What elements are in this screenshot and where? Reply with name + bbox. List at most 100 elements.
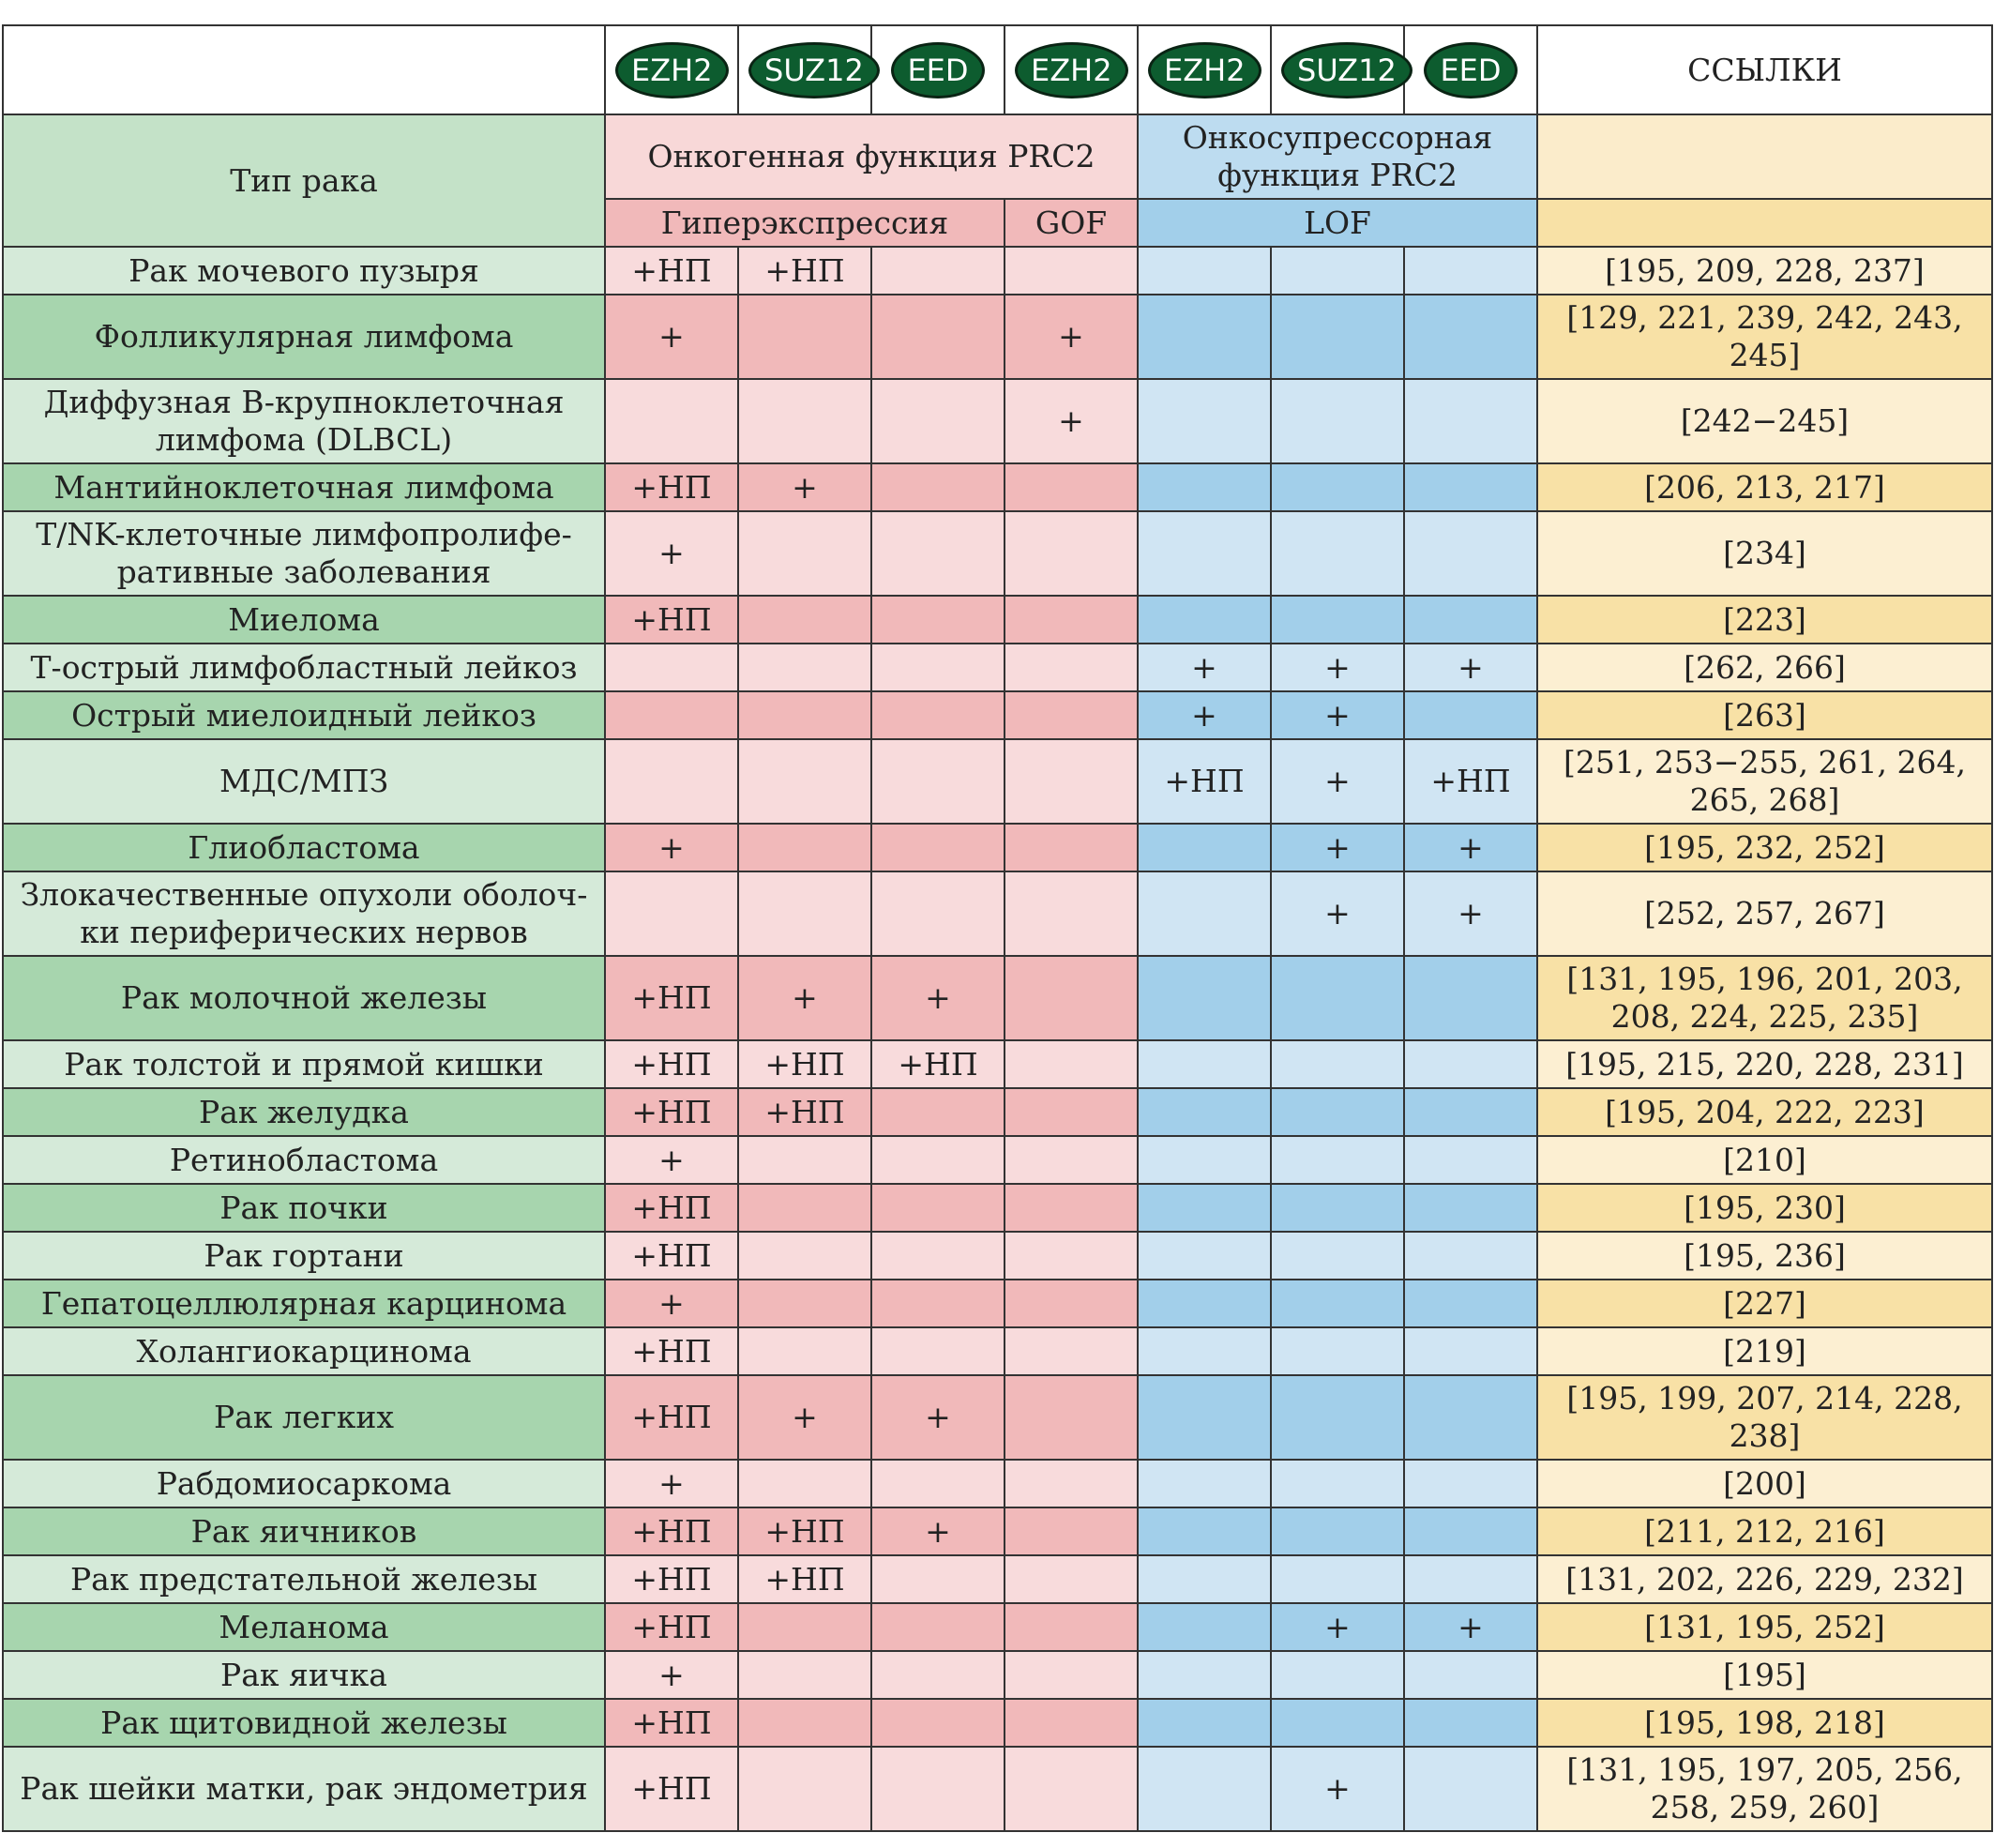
mark-cell bbox=[870, 1459, 1005, 1508]
table-row: Рак желудка +НП +НП [195, 204, 222, 223] bbox=[2, 1087, 1993, 1137]
mark-cell: + bbox=[1270, 738, 1405, 825]
references-cell: [195, 215, 220, 228, 231] bbox=[1536, 1039, 1993, 1089]
mark-cell bbox=[1004, 1279, 1139, 1328]
mark-cell: +НП bbox=[737, 1039, 872, 1089]
protein-header-cell: EZH2 bbox=[1137, 24, 1272, 115]
mark-cell bbox=[737, 294, 872, 380]
mark-cell bbox=[1004, 1374, 1139, 1461]
table-row: Рак молочной железы +НП + + [131, 195, 196, … bbox=[2, 955, 1993, 1041]
mark-cell bbox=[737, 1698, 872, 1748]
mark-cell: + bbox=[1270, 1746, 1405, 1832]
table-row: Фолликулярная лимфома + + [129, 221, 239, 2… bbox=[2, 294, 1993, 380]
references-cell: [195] bbox=[1536, 1650, 1993, 1700]
mark-cell bbox=[1004, 1326, 1139, 1376]
mark-cell bbox=[1004, 1459, 1139, 1508]
mark-cell bbox=[737, 643, 872, 692]
mark-cell bbox=[1137, 510, 1272, 597]
table-row: Миелома +НП [223] bbox=[2, 595, 1993, 644]
mark-cell bbox=[737, 823, 872, 872]
references-cell: [195, 198, 218] bbox=[1536, 1698, 1993, 1748]
mark-cell bbox=[870, 1326, 1005, 1376]
cancer-type-cell: Меланома bbox=[2, 1602, 606, 1652]
mark-cell bbox=[1403, 1231, 1538, 1280]
mark-cell bbox=[1137, 378, 1272, 464]
mark-cell bbox=[870, 1183, 1005, 1233]
mark-cell: + bbox=[1004, 294, 1139, 380]
mark-cell: + bbox=[1270, 871, 1405, 957]
table-row: Рак яичников +НП +НП + [211, 212, 216] bbox=[2, 1507, 1993, 1556]
table-row: Мантийноклеточная лимфома +НП + [206, 213, … bbox=[2, 462, 1993, 512]
mark-cell: + bbox=[870, 1507, 1005, 1556]
mark-cell bbox=[870, 1554, 1005, 1604]
cancer-type-cell: Фолликулярная лимфома bbox=[2, 294, 606, 380]
mark-cell bbox=[1137, 1326, 1272, 1376]
protein-header-cell: EZH2 bbox=[604, 24, 739, 115]
mark-cell bbox=[870, 378, 1005, 464]
references-cell: [206, 213, 217] bbox=[1536, 462, 1993, 512]
table-row: Рак легких +НП + + [195, 199, 207, 214, 228,… bbox=[2, 1374, 1993, 1461]
mark-cell: +НП bbox=[604, 1326, 739, 1376]
mark-cell bbox=[1403, 955, 1538, 1041]
references-header: ССЫЛКИ bbox=[1536, 24, 1993, 115]
mark-cell bbox=[870, 823, 1005, 872]
mark-cell: +НП bbox=[1137, 738, 1272, 825]
protein-header-cell: EED bbox=[1403, 24, 1538, 115]
cancer-type-cell: Рак желудка bbox=[2, 1087, 606, 1137]
table-row: Рак толстой и прямой кишки +НП +НП +НП [195,… bbox=[2, 1039, 1993, 1089]
cancer-type-cell: Рак почки bbox=[2, 1183, 606, 1233]
mark-cell: +НП bbox=[737, 246, 872, 295]
references-cell: [262, 266] bbox=[1536, 643, 1993, 692]
mark-cell bbox=[1004, 823, 1139, 872]
mark-cell bbox=[1403, 1326, 1538, 1376]
mark-cell bbox=[1137, 595, 1272, 644]
mark-cell bbox=[1004, 690, 1139, 740]
cancer-type-cell: Рак щитовидной железы bbox=[2, 1698, 606, 1748]
mark-cell bbox=[1137, 871, 1272, 957]
mark-cell: + bbox=[1137, 690, 1272, 740]
references-subheader-fill bbox=[1536, 198, 1993, 248]
mark-cell bbox=[1137, 1554, 1272, 1604]
mark-cell bbox=[1270, 1326, 1405, 1376]
mark-cell bbox=[1004, 1039, 1139, 1089]
mark-cell: +НП bbox=[1403, 738, 1538, 825]
table-row: Рак почки +НП [195, 230] bbox=[2, 1183, 1993, 1233]
mark-cell bbox=[1403, 1698, 1538, 1748]
protein-pill: EED bbox=[1424, 41, 1518, 98]
mark-cell bbox=[1270, 1650, 1405, 1700]
mark-cell bbox=[1403, 294, 1538, 380]
mark-cell bbox=[870, 738, 1005, 825]
table-row: Глиобластома + + + [195, 232, 252] bbox=[2, 823, 1993, 872]
mark-cell bbox=[870, 462, 1005, 512]
mark-cell bbox=[870, 1087, 1005, 1137]
table-row: Т-острый лимфобластный лейкоз + + + [262, 26… bbox=[2, 643, 1993, 692]
mark-cell bbox=[1137, 1183, 1272, 1233]
mark-cell bbox=[870, 1698, 1005, 1748]
mark-cell: +НП bbox=[737, 1554, 872, 1604]
cancer-type-cell: Холангиокарцинома bbox=[2, 1326, 606, 1376]
references-cell: [210] bbox=[1536, 1135, 1993, 1185]
table-row: Острый миелоидный лейкоз + + [263] bbox=[2, 690, 1993, 740]
suppressor-function-header: Онкосупрессорная функция PRC2 bbox=[1137, 114, 1538, 200]
mark-cell: +НП bbox=[604, 595, 739, 644]
mark-cell bbox=[1270, 595, 1405, 644]
mark-cell bbox=[1270, 246, 1405, 295]
mark-cell: +НП bbox=[604, 462, 739, 512]
references-cell: [131, 195, 197, 205, 256, 258, 259, 260] bbox=[1536, 1746, 1993, 1832]
mark-cell: + bbox=[1270, 643, 1405, 692]
table-row: Рак гортани +НП [195, 236] bbox=[2, 1231, 1993, 1280]
mark-cell bbox=[1004, 1507, 1139, 1556]
references-cell: [129, 221, 239, 242, 243, 245] bbox=[1536, 294, 1993, 380]
references-cell: [211, 212, 216] bbox=[1536, 1507, 1993, 1556]
table-row: Меланома +НП + + [131, 195, 252] bbox=[2, 1602, 1993, 1652]
mark-cell bbox=[737, 1650, 872, 1700]
mark-cell bbox=[1270, 510, 1405, 597]
mark-cell: + bbox=[737, 955, 872, 1041]
table-row: Холангиокарцинома +НП [219] bbox=[2, 1326, 1993, 1376]
references-cell: [195, 209, 228, 237] bbox=[1536, 246, 1993, 295]
mark-cell bbox=[737, 1326, 872, 1376]
mark-cell bbox=[870, 871, 1005, 957]
table-row: Рак мочевого пузыря +НП +НП [195, 209, 228,… bbox=[2, 246, 1993, 295]
mark-cell bbox=[737, 595, 872, 644]
mark-cell bbox=[1403, 1650, 1538, 1700]
mark-cell bbox=[1137, 1279, 1272, 1328]
